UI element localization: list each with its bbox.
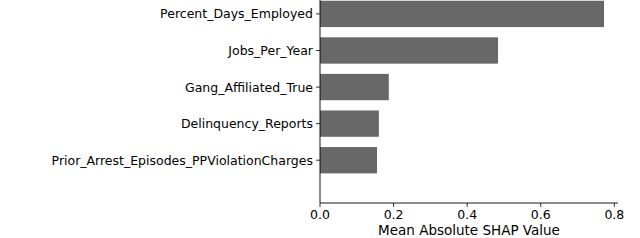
y-tick <box>316 13 320 14</box>
x-tick-label: 0.6 <box>531 207 551 222</box>
y-tick <box>316 50 320 51</box>
category-label: Jobs_Per_Year <box>227 43 314 58</box>
y-tick <box>316 160 320 161</box>
bar <box>320 147 377 173</box>
chart: Percent_Days_Employed Jobs_Per_Year Gang_A… <box>0 0 640 238</box>
bars <box>320 1 604 174</box>
bar <box>320 1 604 27</box>
x-axis <box>320 203 618 204</box>
bar <box>320 110 379 136</box>
y-tick <box>316 87 320 88</box>
category-label: Prior_Arrest_Episodes_PPViolationCharges <box>52 153 313 168</box>
category-label: Delinquency_Reports <box>181 116 313 131</box>
x-axis-label: Mean Absolute SHAP Value <box>378 222 560 238</box>
x-tick-label: 0.2 <box>384 207 404 222</box>
y-axis <box>320 0 321 203</box>
x-tick-label: 0.4 <box>457 207 477 222</box>
x-tick-label: 0.8 <box>604 207 624 222</box>
category-label: Gang_Affiliated_True <box>185 80 313 95</box>
y-tick <box>316 123 320 124</box>
bar <box>320 37 498 63</box>
bar <box>320 74 389 100</box>
category-label: Percent_Days_Employed <box>160 6 313 21</box>
x-tick-label: 0.0 <box>310 207 330 222</box>
